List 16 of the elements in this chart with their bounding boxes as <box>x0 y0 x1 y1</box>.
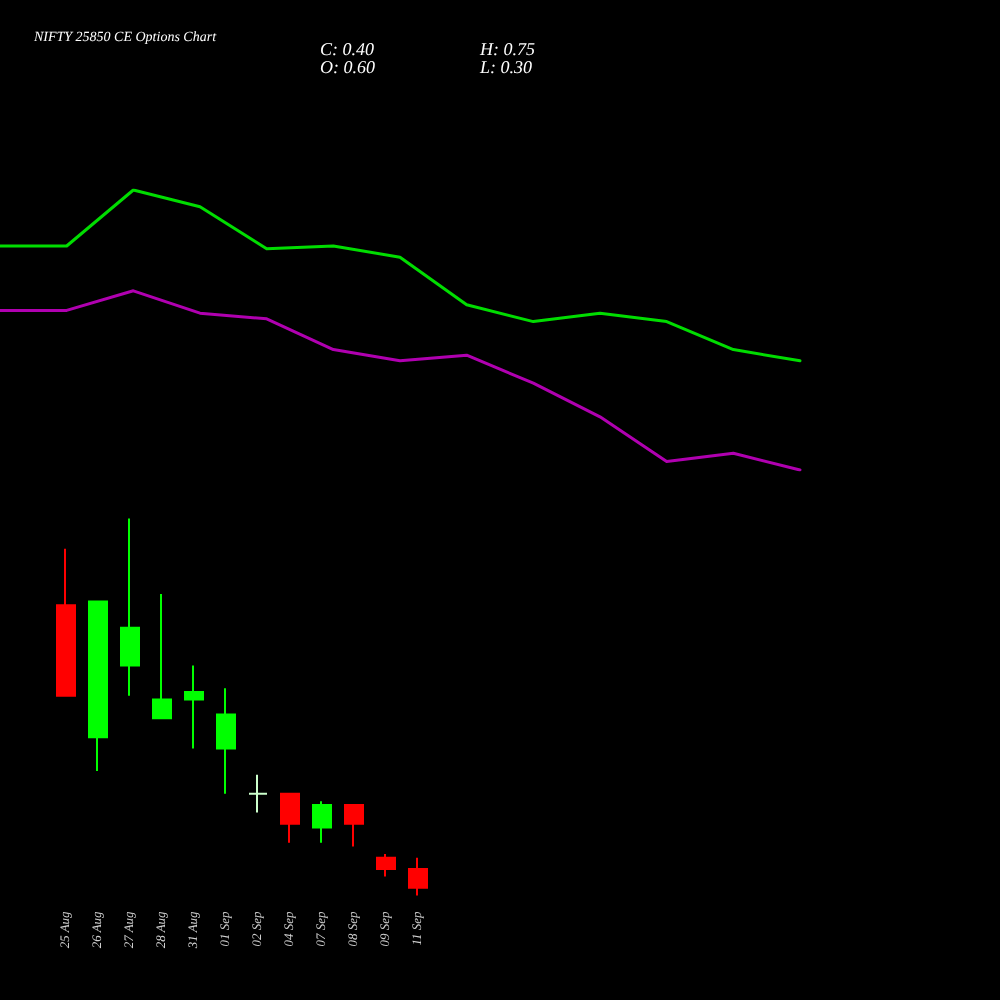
text: O: 0.60 <box>320 57 376 77</box>
candlestick <box>248 773 268 814</box>
candlestick <box>312 800 332 844</box>
text: C: 0.40 <box>320 39 375 59</box>
candlestick <box>56 547 76 697</box>
candlestick <box>184 664 204 750</box>
text: H: 0.75 <box>478 39 536 59</box>
candlestick <box>120 517 140 697</box>
candlestick <box>152 592 172 720</box>
candlestick <box>216 687 236 795</box>
candlestick <box>280 792 300 844</box>
candlestick <box>376 852 396 878</box>
candlestick <box>344 803 364 848</box>
candlestick <box>88 600 108 773</box>
text: L: 0.30 <box>478 57 533 77</box>
candlestick <box>408 856 428 897</box>
